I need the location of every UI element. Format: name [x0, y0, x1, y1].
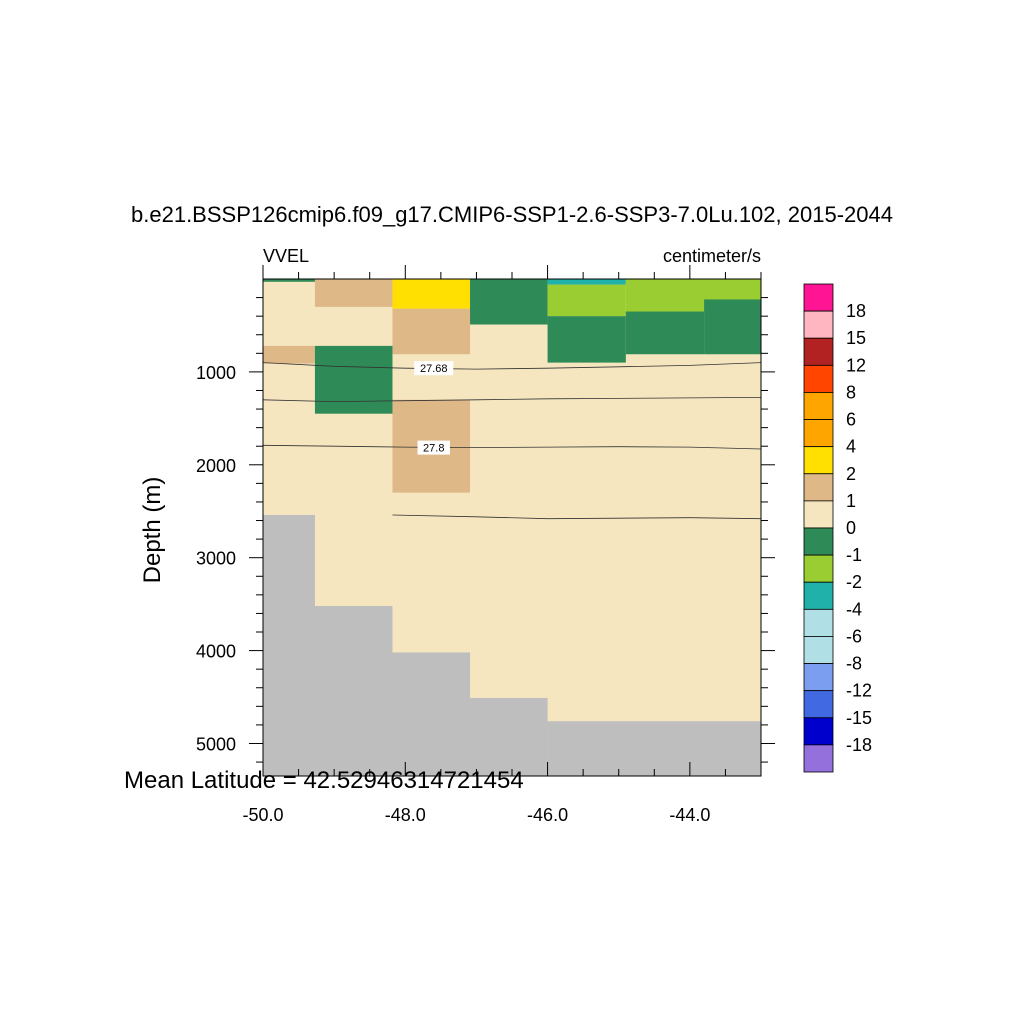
data-cell — [392, 308, 471, 355]
variable-label: VVEL — [263, 246, 309, 266]
x-tick-label: -48.0 — [385, 805, 426, 825]
data-cell — [314, 279, 393, 307]
colorbar-swatch — [803, 581, 834, 610]
contour-label: 27.8 — [423, 443, 444, 455]
colorbar-label: -1 — [846, 545, 862, 565]
colorbar-label: -18 — [846, 735, 872, 755]
colorbar-swatch — [803, 446, 834, 475]
colorbar-label: -6 — [846, 626, 862, 646]
axes: -50.0 -48.0 -46.0 -44.0 1000 2000 3000 4000 5000 — [196, 265, 775, 825]
missing-data-cell — [263, 514, 315, 776]
colorbar-label: 12 — [846, 355, 866, 375]
colorbar-swatch — [803, 419, 834, 448]
colorbar-label: 8 — [846, 382, 856, 402]
x-tick-label: -50.0 — [242, 805, 283, 825]
y-axis-label: Depth (m) — [139, 477, 166, 584]
colorbar-swatch — [803, 636, 834, 664]
colorbar-swatch — [803, 473, 834, 502]
contour-label-box — [417, 440, 450, 455]
data-cell — [470, 279, 548, 325]
contour-label-box — [414, 361, 454, 376]
data-cell — [547, 284, 626, 317]
y-tick-label: 4000 — [196, 642, 236, 662]
colorbar-swatch — [803, 392, 834, 420]
missing-data-cell — [392, 652, 471, 776]
contour-line — [262, 444, 762, 450]
x-tick-label: -44.0 — [669, 805, 710, 825]
colorbar-label: 15 — [846, 328, 866, 348]
colorbar-swatch — [803, 527, 834, 556]
colorbar-label: 4 — [846, 437, 856, 457]
colorbar-label: -4 — [846, 599, 862, 619]
y-tick-label: 2000 — [196, 456, 236, 476]
data-cell — [392, 279, 471, 309]
contour-line — [262, 362, 762, 370]
plot-area: 27.68 27.8 — [262, 279, 762, 776]
missing-data-cell — [470, 697, 548, 776]
mean-latitude-annotation: Mean Latitude = 42.52946314721454 — [124, 767, 524, 794]
y-tick-label: 1000 — [196, 363, 236, 383]
data-cell — [625, 311, 705, 355]
density-contours: 27.68 27.8 — [262, 361, 762, 520]
colorbar-swatch — [803, 500, 834, 529]
y-tick-label: 5000 — [196, 734, 236, 754]
data-cell — [314, 345, 393, 414]
contour-line — [392, 514, 762, 520]
x-tick-label: -46.0 — [527, 805, 568, 825]
colorbar-swatch — [803, 663, 834, 692]
missing-data-cell — [314, 605, 393, 776]
colorbar-label: -15 — [846, 708, 872, 728]
data-cell — [547, 279, 626, 285]
contour-line — [262, 397, 762, 403]
data-cell — [704, 299, 761, 355]
colorbar-label: 18 — [846, 301, 866, 321]
y-tick-label: 3000 — [196, 549, 236, 569]
colorbar-label: -12 — [846, 681, 872, 701]
colorbar-swatch — [803, 690, 834, 719]
data-cell — [547, 316, 626, 363]
colorbar-swatch — [803, 283, 834, 312]
colorbar-label: 1 — [846, 491, 856, 511]
colorbar-swatch — [803, 310, 834, 339]
colorbar-swatch — [803, 608, 834, 637]
data-cell — [263, 279, 315, 282]
units-label: centimeter/s — [663, 246, 761, 266]
data-cells — [263, 279, 761, 776]
colorbar-label: 0 — [846, 518, 856, 538]
colorbar: 18 15 12 8 6 4 2 1 0 -1 -2 -4 -6 -8 -12 -15 -18 — [803, 283, 872, 773]
chart-title: b.e21.BSSP126cmip6.f09_g17.CMIP6-SSP1-2.… — [131, 202, 893, 227]
contour-label: 27.68 — [420, 363, 448, 375]
colorbar-swatch — [803, 554, 834, 583]
colorbar-swatch — [803, 337, 834, 366]
colorbar-label: 2 — [846, 464, 856, 484]
colorbar-swatch — [803, 364, 834, 393]
data-cell — [263, 345, 315, 364]
colorbar-label: -8 — [846, 654, 862, 674]
missing-data-cell — [547, 721, 761, 776]
colorbar-swatch — [803, 717, 834, 746]
colorbar-swatch — [803, 744, 834, 773]
colorbar-label: -2 — [846, 572, 862, 592]
colorbar-label: 6 — [846, 410, 856, 430]
